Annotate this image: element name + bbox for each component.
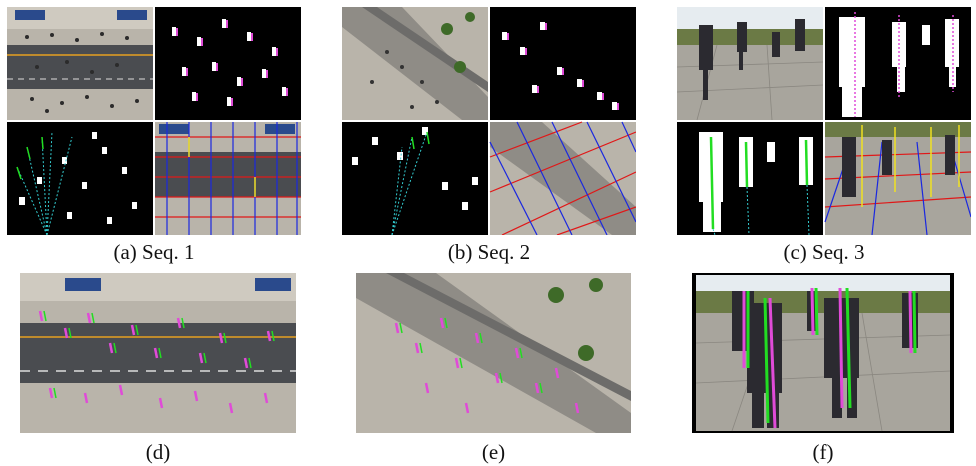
seq2-track-markers [394,317,580,414]
seq2-composite [342,7,636,235]
seq1-ground-grid-overlay [155,122,301,235]
seq3-foreground-mask-magenta [825,7,971,120]
caption-c: (c) Seq. 3 [783,240,865,264]
seq1-mask-projection-lines [7,122,153,235]
caption-e: (e) [481,440,506,464]
seq2-aerial-view [342,7,488,120]
caption-b: (b) Seq. 2 [447,240,531,264]
seq2-ground-grid-overlay [489,121,636,235]
caption-a: (a) Seq. 1 [113,240,195,264]
seq3-track-markers [742,287,917,429]
seq1-tracking-result [20,273,296,433]
seq2-mask-projection-lines [342,122,488,235]
seq1-foreground-mask-magenta [155,7,301,120]
seq3-terrace-view [677,7,824,121]
seq2-foreground-mask-magenta [490,7,636,120]
seq1-composite [7,7,301,235]
seq3-composite [677,7,971,235]
seq2-tracking-result [356,273,631,433]
caption-f: (f) [812,440,834,464]
seq1-aerial-view [7,7,153,120]
caption-d: (d) [145,440,171,464]
seq3-tracking-result [692,273,954,433]
seq3-mask-projection-lines [677,122,823,235]
seq1-track-markers [38,310,275,414]
seq3-ground-grid-overlay [824,122,971,235]
